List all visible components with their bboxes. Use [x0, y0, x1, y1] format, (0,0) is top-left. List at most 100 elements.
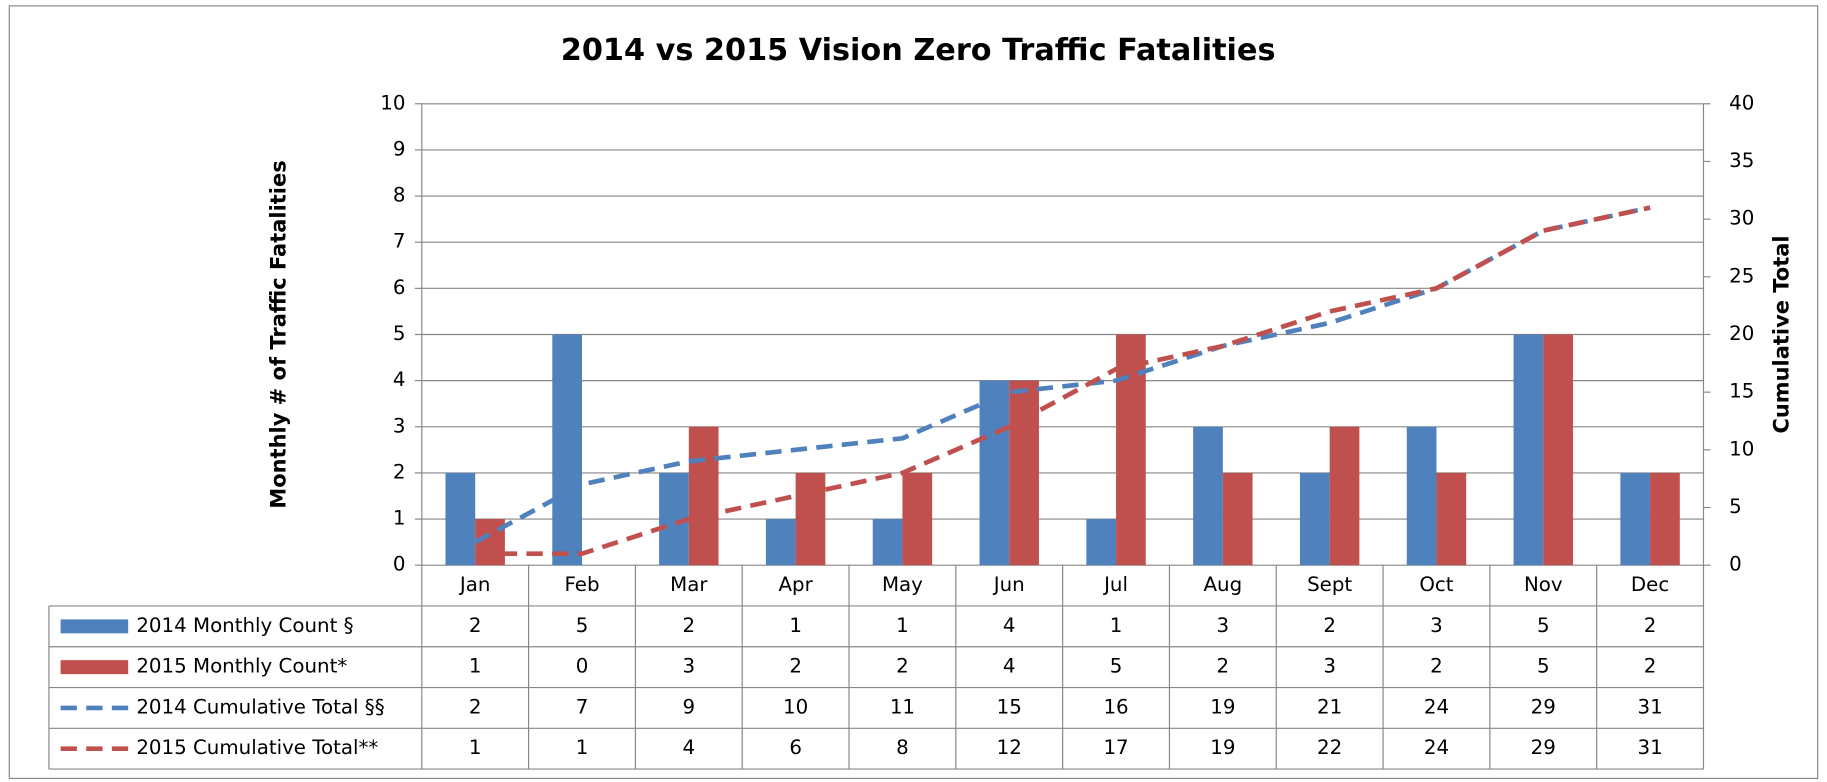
table-cell: 2 [1323, 614, 1336, 637]
table-cell: 0 [576, 655, 589, 678]
bar [1299, 472, 1330, 566]
y-tick-label: 10 [380, 91, 405, 114]
line [474, 205, 1651, 545]
y-tick-label: 6 [393, 276, 406, 299]
y-tick-label: 9 [393, 137, 406, 160]
table-cell: 1 [576, 736, 589, 759]
y2-tick-label: 5 [1729, 495, 1742, 518]
bar [1436, 472, 1467, 566]
y-tick-label: 7 [393, 230, 406, 253]
table-cell: 2 [896, 655, 909, 678]
bar [1329, 426, 1360, 566]
table-cell: 5 [1110, 655, 1123, 678]
x-tick-label: Feb [564, 573, 599, 596]
bar [765, 519, 796, 566]
table-cell: 15 [997, 695, 1022, 718]
table-cell: 2 [789, 655, 802, 678]
bar [902, 472, 933, 566]
table-cell: 12 [997, 736, 1022, 759]
table-cell: 3 [1430, 614, 1443, 637]
table-cell: 1 [896, 614, 909, 637]
bar [1620, 472, 1651, 566]
bar [1513, 334, 1544, 566]
bar [445, 472, 476, 566]
bar [872, 519, 903, 566]
table-cell: 4 [1003, 614, 1016, 637]
legend-key [60, 660, 129, 675]
table-cell: 31 [1637, 736, 1662, 759]
table-cell: 22 [1317, 736, 1342, 759]
table-cell: 2 [469, 614, 482, 637]
x-tick-label: Aug [1204, 573, 1243, 596]
table-cell: 3 [683, 655, 696, 678]
table-cell: 5 [1537, 614, 1550, 637]
bar [795, 472, 826, 566]
x-tick-label: May [882, 573, 923, 596]
y2-tick-label: 0 [1729, 553, 1742, 576]
y-tick-label: 2 [393, 460, 406, 483]
table-cell: 4 [683, 736, 696, 759]
table-cell: 7 [576, 695, 589, 718]
y-axis-label: Monthly # of Traffic Fatalities [267, 160, 291, 508]
table-cell: 11 [890, 695, 915, 718]
table-cell: 19 [1210, 736, 1235, 759]
y2-tick-label: 35 [1729, 149, 1754, 172]
line [475, 205, 1651, 556]
y2-tick-label: 10 [1729, 437, 1754, 460]
x-tick-label: Dec [1631, 573, 1669, 596]
x-tick-label: Sept [1307, 573, 1352, 596]
y2-tick-label: 30 [1729, 207, 1754, 230]
y-tick-label: 5 [393, 322, 406, 345]
bar [552, 334, 583, 566]
table-cell: 8 [896, 736, 909, 759]
legend-label: 2014 Cumulative Total §§ [136, 695, 384, 718]
table-cell: 4 [1003, 655, 1016, 678]
table-cell: 2 [1217, 655, 1230, 678]
table-cell: 17 [1103, 736, 1128, 759]
table-cell: 10 [783, 695, 808, 718]
legend-label: 2014 Monthly Count § [136, 614, 353, 637]
table-cell: 24 [1424, 695, 1449, 718]
table-cell: 1 [469, 736, 482, 759]
y2-tick-label: 15 [1729, 380, 1754, 403]
y-tick-label: 3 [393, 414, 406, 437]
table-cell: 3 [1323, 655, 1336, 678]
table-cell: 24 [1424, 736, 1449, 759]
y2-tick-label: 20 [1729, 322, 1754, 345]
y2-tick-label: 25 [1729, 264, 1754, 287]
chart-frame [8, 5, 1819, 780]
bar [1543, 334, 1573, 566]
legend-key [60, 619, 129, 634]
table-cell: 29 [1531, 736, 1556, 759]
table-cell: 6 [789, 736, 802, 759]
table-cell: 1 [1110, 614, 1123, 637]
x-tick-label: Jun [992, 573, 1025, 596]
bar [1086, 519, 1117, 566]
x-tick-label: Oct [1419, 573, 1453, 596]
legend-label: 2015 Monthly Count* [136, 655, 347, 678]
table-cell: 2 [1644, 614, 1657, 637]
table-cell: 19 [1210, 695, 1235, 718]
table-cell: 3 [1217, 614, 1230, 637]
table-cell: 2 [683, 614, 696, 637]
y2-axis-label: Cumulative Total [1770, 235, 1794, 433]
legend-label: 2015 Cumulative Total** [136, 736, 378, 759]
bar [688, 426, 719, 566]
table-cell: 1 [469, 655, 482, 678]
table-cell: 1 [789, 614, 802, 637]
table-cell: 21 [1317, 695, 1342, 718]
x-tick-label: Jan [458, 573, 491, 596]
x-tick-label: Apr [778, 573, 813, 596]
y-tick-label: 8 [393, 184, 406, 207]
table-cell: 2 [1644, 655, 1657, 678]
y2-tick-label: 40 [1729, 91, 1754, 114]
y-tick-label: 1 [393, 507, 406, 530]
bar [1406, 426, 1437, 566]
table-cell: 16 [1103, 695, 1128, 718]
bar [1650, 472, 1680, 566]
table-cell: 9 [683, 695, 696, 718]
chart-title: 2014 vs 2015 Vision Zero Traffic Fatalit… [561, 33, 1276, 68]
y-tick-label: 4 [393, 368, 406, 391]
